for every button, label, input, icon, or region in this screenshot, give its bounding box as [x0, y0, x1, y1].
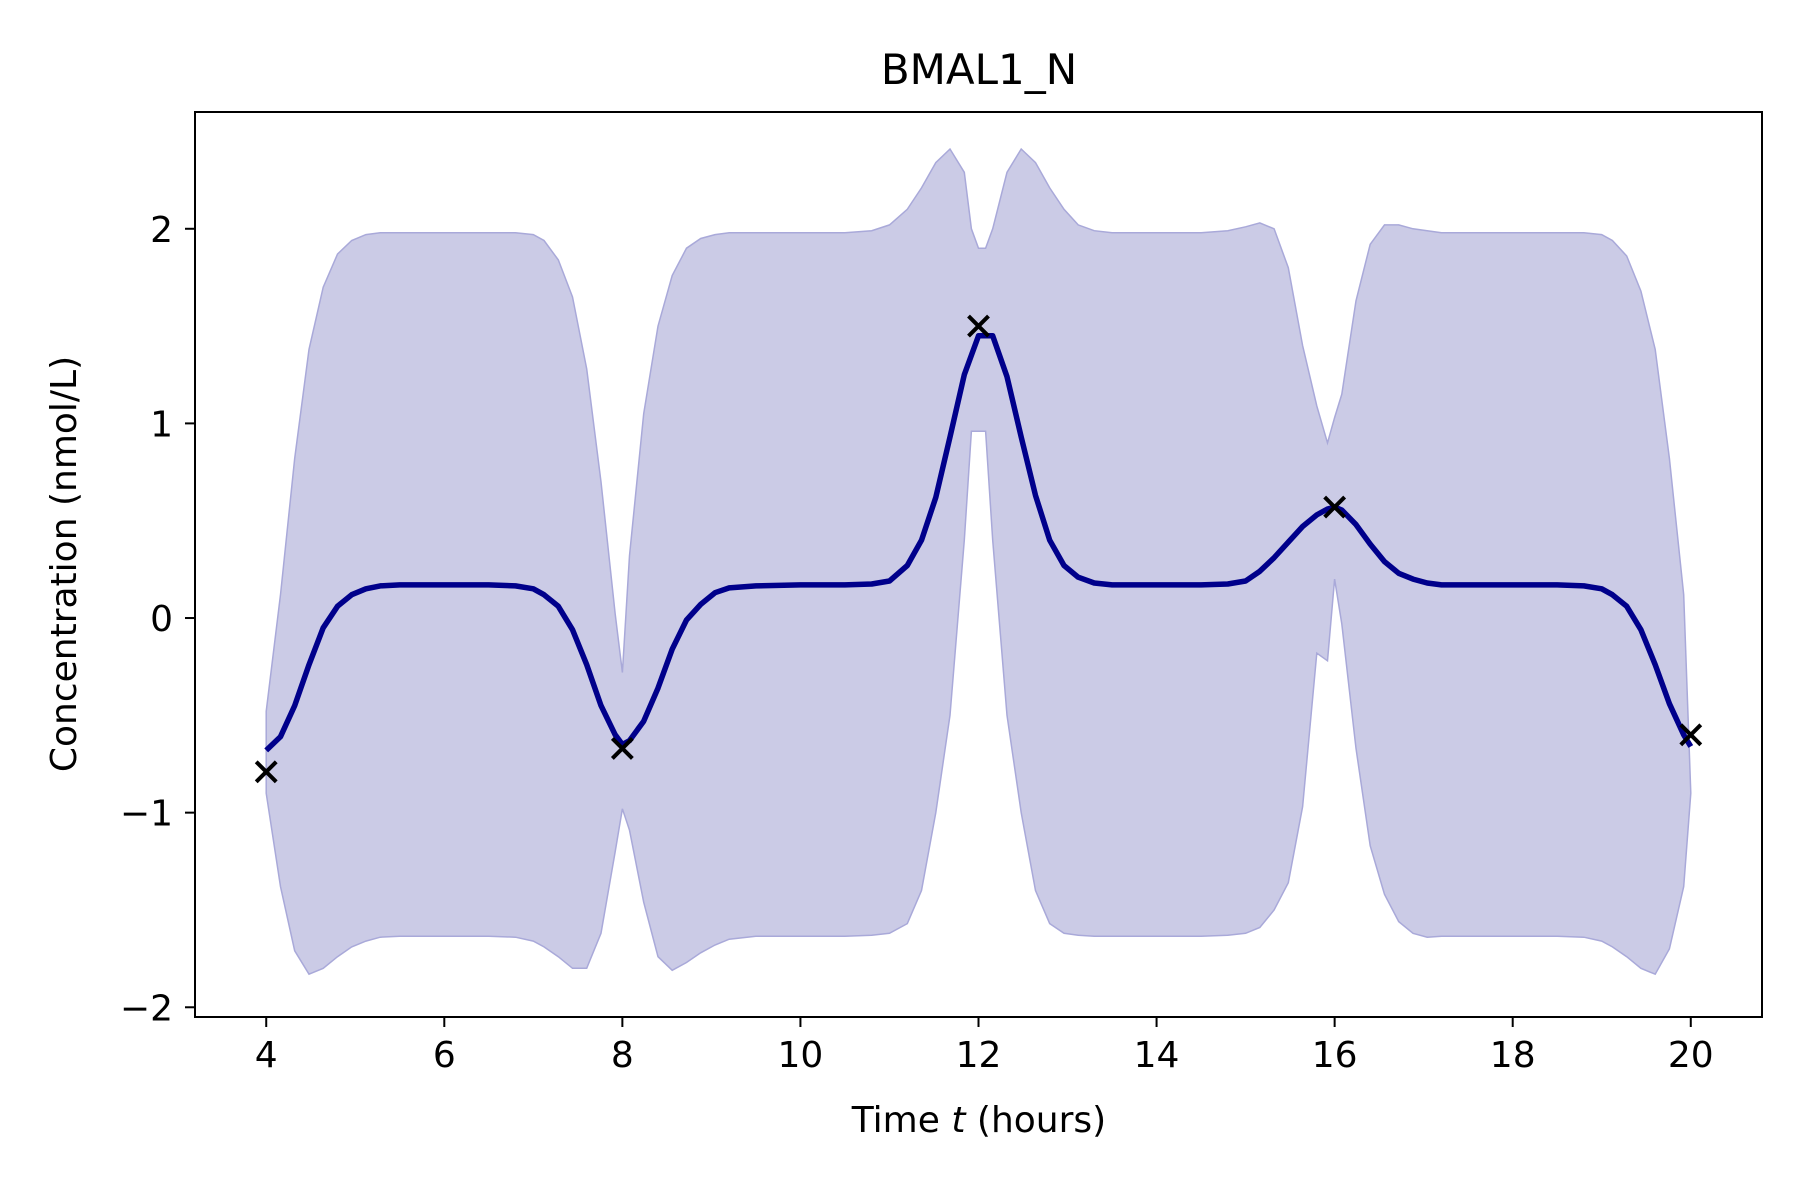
y-tick-label: 1	[150, 404, 173, 445]
confidence-band	[265, 147, 1692, 976]
x-tick-label: 8	[611, 1035, 634, 1076]
x-tick-label: 12	[956, 1035, 1002, 1076]
x-tick-label: 4	[255, 1035, 278, 1076]
y-tick-label: −1	[120, 794, 173, 835]
observation-marker	[967, 314, 990, 338]
x-tick-label: 14	[1134, 1035, 1180, 1076]
chart-title: BMAL1_N	[881, 45, 1077, 94]
observation-marker	[1679, 723, 1703, 747]
observation-marker	[1323, 495, 1347, 519]
x-tick-label: 6	[433, 1035, 456, 1076]
y-tick-label: 0	[150, 599, 173, 640]
x-axis-label-suffix: (hours)	[965, 1100, 1106, 1141]
x-tick-label: 18	[1490, 1035, 1536, 1076]
x-axis-label-variable: t	[951, 1100, 967, 1141]
x-tick-label: 10	[778, 1035, 824, 1076]
confidence-band-layer	[265, 147, 1692, 976]
y-axis-label: Concentration (nmol/L)	[44, 356, 85, 772]
x-axis: 4 6 8 10 12 14 16 18 20	[255, 1017, 1714, 1076]
y-tick-label: −2	[120, 988, 173, 1029]
observation-marker	[610, 737, 634, 760]
x-axis-label: Time t (hours)	[851, 1100, 1106, 1141]
observation-marker	[254, 760, 278, 784]
observation-marker-layer	[254, 314, 1703, 784]
x-axis-label-prefix: Time	[851, 1100, 952, 1141]
y-axis: −2 −1 0 1 2	[120, 210, 195, 1029]
x-tick-label: 16	[1312, 1035, 1358, 1076]
x-tick-label: 20	[1668, 1035, 1714, 1076]
y-tick-label: 2	[150, 210, 173, 251]
